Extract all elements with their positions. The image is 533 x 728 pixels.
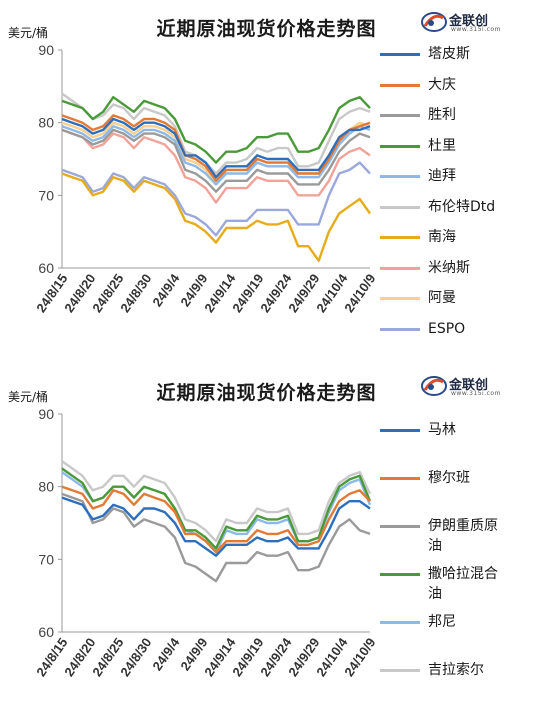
- legend-label: 迪拜: [428, 168, 456, 184]
- legend-label: 吉拉索尔: [428, 662, 484, 678]
- legend-label: ESPO: [428, 320, 466, 337]
- legend-label: 米纳斯: [428, 259, 470, 276]
- brand-logo: 金联创 www.315i.com: [421, 372, 513, 402]
- legend-swatch: [380, 53, 420, 56]
- legend-label: 杜里: [428, 137, 456, 154]
- legend-item: 大庆: [380, 75, 533, 95]
- legend-swatch: [380, 621, 420, 624]
- legend-item: 布伦特Dtd: [380, 197, 533, 217]
- legend-label: 穆尔班: [428, 470, 470, 486]
- legend-item: 邦尼: [380, 612, 508, 632]
- logo-mark-icon: [421, 376, 447, 396]
- legend-swatch: [380, 297, 420, 300]
- series-line: [61, 92, 371, 175]
- legend-swatch: [380, 236, 420, 239]
- legend-swatch: [380, 573, 420, 576]
- logo-text: 金联创: [449, 14, 489, 29]
- series-line: [61, 161, 371, 237]
- series-line: [61, 467, 372, 550]
- series-line: [61, 128, 371, 204]
- legend-item: 米纳斯: [380, 258, 533, 278]
- legend-item: 杜里: [380, 136, 533, 156]
- legend-item: ESPO: [380, 319, 533, 339]
- logo-url: www.315i.com: [451, 390, 501, 397]
- y-tick-label: 60: [38, 624, 54, 640]
- legend-label: 布伦特Dtd: [428, 198, 496, 215]
- series-line: [61, 172, 371, 262]
- chart-title: 近期原油现货价格走势图: [156, 382, 377, 404]
- legend-swatch: [380, 144, 420, 148]
- legend-swatch: [380, 205, 420, 209]
- line-chart-bottom: 6070809024/8/1524/8/2024/8/2524/8/3024/9…: [33, 406, 378, 679]
- chart-panel-top: 近期原油现货价格走势图 美元/桶 金联创 www.315i.com 60 70 80…: [8, 8, 533, 339]
- legend-swatch: [380, 114, 420, 117]
- legend-label: 南海: [428, 229, 456, 245]
- y-tick-label: 90: [38, 42, 54, 58]
- legend-item: 阿曼: [380, 288, 533, 308]
- legend-label: 阿曼: [428, 290, 456, 306]
- series-line: [61, 460, 372, 543]
- legend-item: 穆尔班: [380, 468, 508, 488]
- legend-swatch: [380, 477, 420, 480]
- series-line: [61, 117, 371, 179]
- series-line: [61, 485, 371, 554]
- legend-label: 撒哈拉混合油: [428, 566, 498, 602]
- legend-item: 撒哈拉混合油: [380, 564, 508, 604]
- chart-title: 近期原油现货价格走势图: [156, 18, 377, 40]
- legend-label: 塔皮斯: [428, 46, 470, 62]
- legend-label: 邦尼: [428, 614, 456, 630]
- legend-label: 伊朗重质原油: [428, 518, 498, 554]
- x-tick-label: 24/9/4: [149, 634, 182, 673]
- chart-panel-bottom: 近期原油现货价格走势图 美元/桶 金联创 www.315i.com 60 70 80…: [0, 364, 533, 728]
- legend-label: 大庆: [428, 76, 456, 93]
- legend-label: 胜利: [428, 107, 456, 123]
- legend-swatch: [380, 669, 420, 672]
- legend-swatch: [380, 327, 420, 331]
- series-line: [61, 128, 371, 193]
- legend-swatch: [380, 429, 420, 432]
- y-axis-unit-label: 美元/桶: [8, 390, 49, 404]
- legend-swatch: [380, 83, 420, 87]
- y-tick-label: 80: [38, 115, 54, 131]
- legend-label: 马林: [428, 422, 456, 438]
- legend-item: 马林: [380, 420, 508, 440]
- legend-item: 吉拉索尔: [380, 660, 508, 680]
- logo-url: www.315i.com: [451, 26, 501, 33]
- y-tick-label: 70: [38, 551, 54, 567]
- legend-swatch: [380, 175, 420, 178]
- y-tick-label: 80: [38, 479, 54, 495]
- legend-item: 南海: [380, 227, 533, 247]
- legend-item: 胜利: [380, 105, 533, 125]
- y-tick-label: 60: [38, 260, 54, 276]
- series-line: [61, 96, 371, 164]
- y-axis-unit-label: 美元/桶: [8, 26, 49, 40]
- series-line: [61, 114, 371, 182]
- line-chart-top: 6070809024/8/1524/8/2024/8/2524/8/3024/9…: [33, 42, 378, 315]
- series-line: [61, 496, 371, 557]
- y-tick-label: 90: [38, 406, 54, 422]
- x-tick-label: 24/9/4: [149, 270, 182, 309]
- series-line: [61, 492, 371, 583]
- legend-item: 伊朗重质原油: [380, 516, 508, 556]
- y-tick-label: 70: [38, 187, 54, 203]
- legend-item: 迪拜: [380, 166, 533, 186]
- brand-logo: 金联创 www.315i.com: [421, 8, 513, 38]
- logo-mark-icon: [421, 12, 447, 32]
- logo-text: 金联创: [449, 378, 489, 393]
- series-line: [61, 125, 371, 186]
- legend-swatch: [380, 266, 420, 270]
- legend-item: 塔皮斯: [380, 44, 533, 64]
- legend-swatch: [380, 525, 420, 528]
